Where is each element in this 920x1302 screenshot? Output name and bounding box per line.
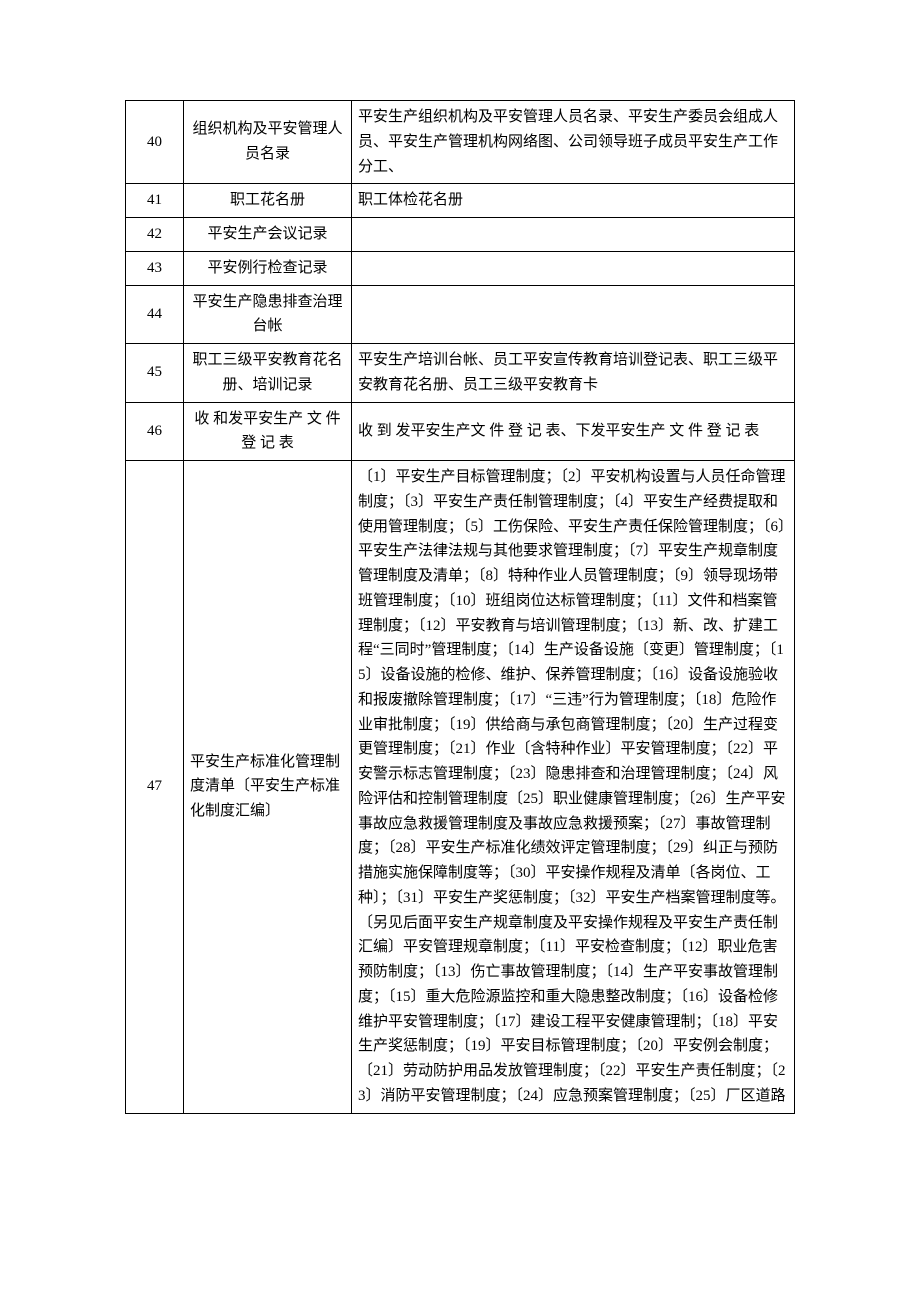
row-number: 44 <box>126 285 184 344</box>
table-row: 43 平安例行检查记录 <box>126 251 795 285</box>
row-description <box>352 218 795 252</box>
table-row: 45 职工三级平安教育花名册、培训记录 平安生产培训台帐、员工平安宣传教育培训登… <box>126 344 795 403</box>
row-number: 43 <box>126 251 184 285</box>
row-title: 平安生产标准化管理制度清单〔平安生产标准化制度汇编〕 <box>184 461 352 1114</box>
table-row: 42 平安生产会议记录 <box>126 218 795 252</box>
row-title: 组织机构及平安管理人员名录 <box>184 101 352 184</box>
table-body: 40 组织机构及平安管理人员名录 平安生产组织机构及平安管理人员名录、平安生产委… <box>126 101 795 1114</box>
row-title: 收 和发平安生产 文 件 登 记 表 <box>184 402 352 461</box>
row-number: 46 <box>126 402 184 461</box>
row-description: 平安生产组织机构及平安管理人员名录、平安生产委员会组成人员、平安生产管理机构网络… <box>352 101 795 184</box>
row-title: 职工三级平安教育花名册、培训记录 <box>184 344 352 403</box>
document-page: 40 组织机构及平安管理人员名录 平安生产组织机构及平安管理人员名录、平安生产委… <box>0 0 920 1174</box>
row-description <box>352 285 795 344</box>
row-description: 职工体检花名册 <box>352 184 795 218</box>
row-number: 42 <box>126 218 184 252</box>
row-description: 平安生产培训台帐、员工平安宣传教育培训登记表、职工三级平安教育花名册、员工三级平… <box>352 344 795 403</box>
table-row: 41 职工花名册 职工体检花名册 <box>126 184 795 218</box>
regulations-table: 40 组织机构及平安管理人员名录 平安生产组织机构及平安管理人员名录、平安生产委… <box>125 100 795 1114</box>
row-description: 收 到 发平安生产文 件 登 记 表、下发平安生产 文 件 登 记 表 <box>352 402 795 461</box>
table-row: 44 平安生产隐患排查治理台帐 <box>126 285 795 344</box>
row-description <box>352 251 795 285</box>
row-number: 45 <box>126 344 184 403</box>
row-number: 40 <box>126 101 184 184</box>
table-row: 47 平安生产标准化管理制度清单〔平安生产标准化制度汇编〕 〔1〕平安生产目标管… <box>126 461 795 1114</box>
table-row: 40 组织机构及平安管理人员名录 平安生产组织机构及平安管理人员名录、平安生产委… <box>126 101 795 184</box>
row-description: 〔1〕平安生产目标管理制度；〔2〕平安机构设置与人员任命管理制度；〔3〕平安生产… <box>352 461 795 1114</box>
row-number: 47 <box>126 461 184 1114</box>
row-title: 平安生产隐患排查治理台帐 <box>184 285 352 344</box>
row-number: 41 <box>126 184 184 218</box>
row-title: 平安例行检查记录 <box>184 251 352 285</box>
table-row: 46 收 和发平安生产 文 件 登 记 表 收 到 发平安生产文 件 登 记 表… <box>126 402 795 461</box>
row-title: 职工花名册 <box>184 184 352 218</box>
row-title: 平安生产会议记录 <box>184 218 352 252</box>
